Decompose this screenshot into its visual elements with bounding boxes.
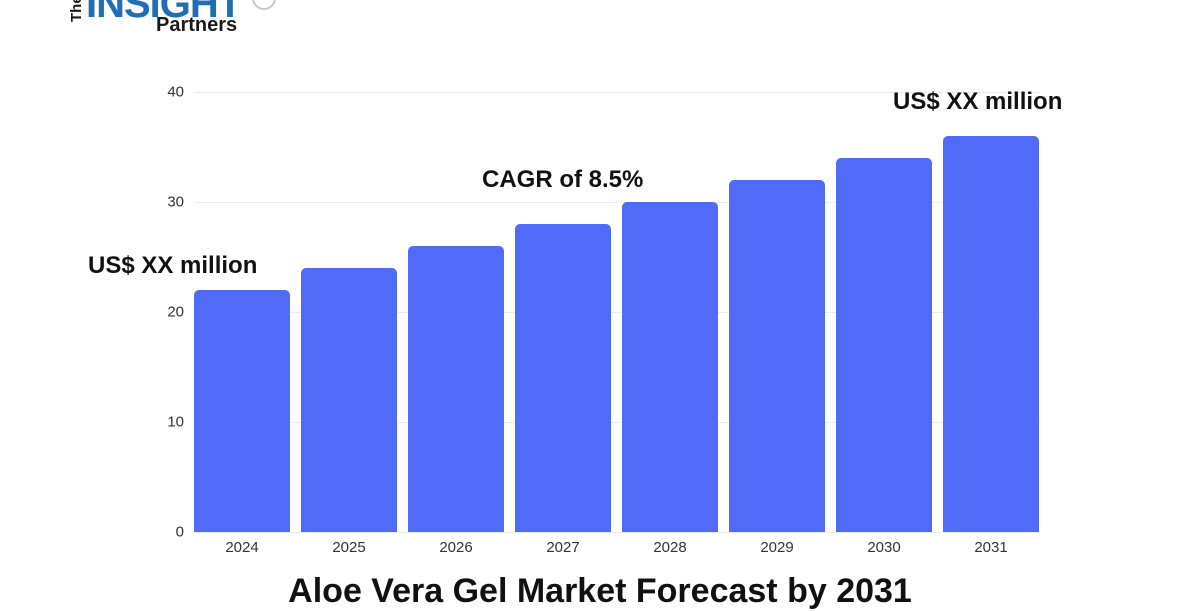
x-tick-2025: 2025: [332, 539, 366, 556]
bar-2030: [836, 158, 932, 532]
bar-2027: [515, 224, 611, 532]
y-tick-40: 40: [167, 83, 184, 101]
logo-partners-text: Partners: [156, 14, 238, 36]
bar-2028: [622, 202, 718, 532]
x-tick-2030: 2030: [867, 539, 901, 556]
x-tick-2024: 2024: [225, 539, 259, 556]
bar-2025: [301, 268, 397, 532]
chart-title: Aloe Vera Gel Market Forecast by 2031: [288, 572, 912, 610]
start-value-annotation: US$ XX million: [88, 252, 258, 279]
gridline: [194, 202, 1040, 203]
bar-2029: [729, 180, 825, 532]
insight-partners-logo: The INSIGHT Partners: [66, 0, 286, 48]
cagr-annotation: CAGR of 8.5%: [482, 166, 644, 193]
bar-2024: [194, 290, 290, 532]
y-tick-10: 10: [167, 413, 184, 431]
y-tick-30: 30: [167, 193, 184, 211]
x-tick-2028: 2028: [653, 539, 687, 556]
gridline: [194, 92, 1040, 93]
gridline: [194, 312, 1040, 313]
x-tick-2027: 2027: [546, 539, 580, 556]
y-tick-0: 0: [175, 523, 184, 541]
logo-insight-text: INSIGHT: [86, 0, 242, 26]
bar-2026: [408, 246, 504, 532]
x-tick-2026: 2026: [439, 539, 473, 556]
end-value-annotation: US$ XX million: [893, 88, 1063, 115]
x-tick-2031: 2031: [974, 539, 1008, 556]
y-tick-20: 20: [167, 303, 184, 321]
x-tick-2029: 2029: [760, 539, 794, 556]
bar-2031: [943, 136, 1039, 532]
gridline: [194, 422, 1040, 423]
gridline: [194, 532, 1040, 533]
